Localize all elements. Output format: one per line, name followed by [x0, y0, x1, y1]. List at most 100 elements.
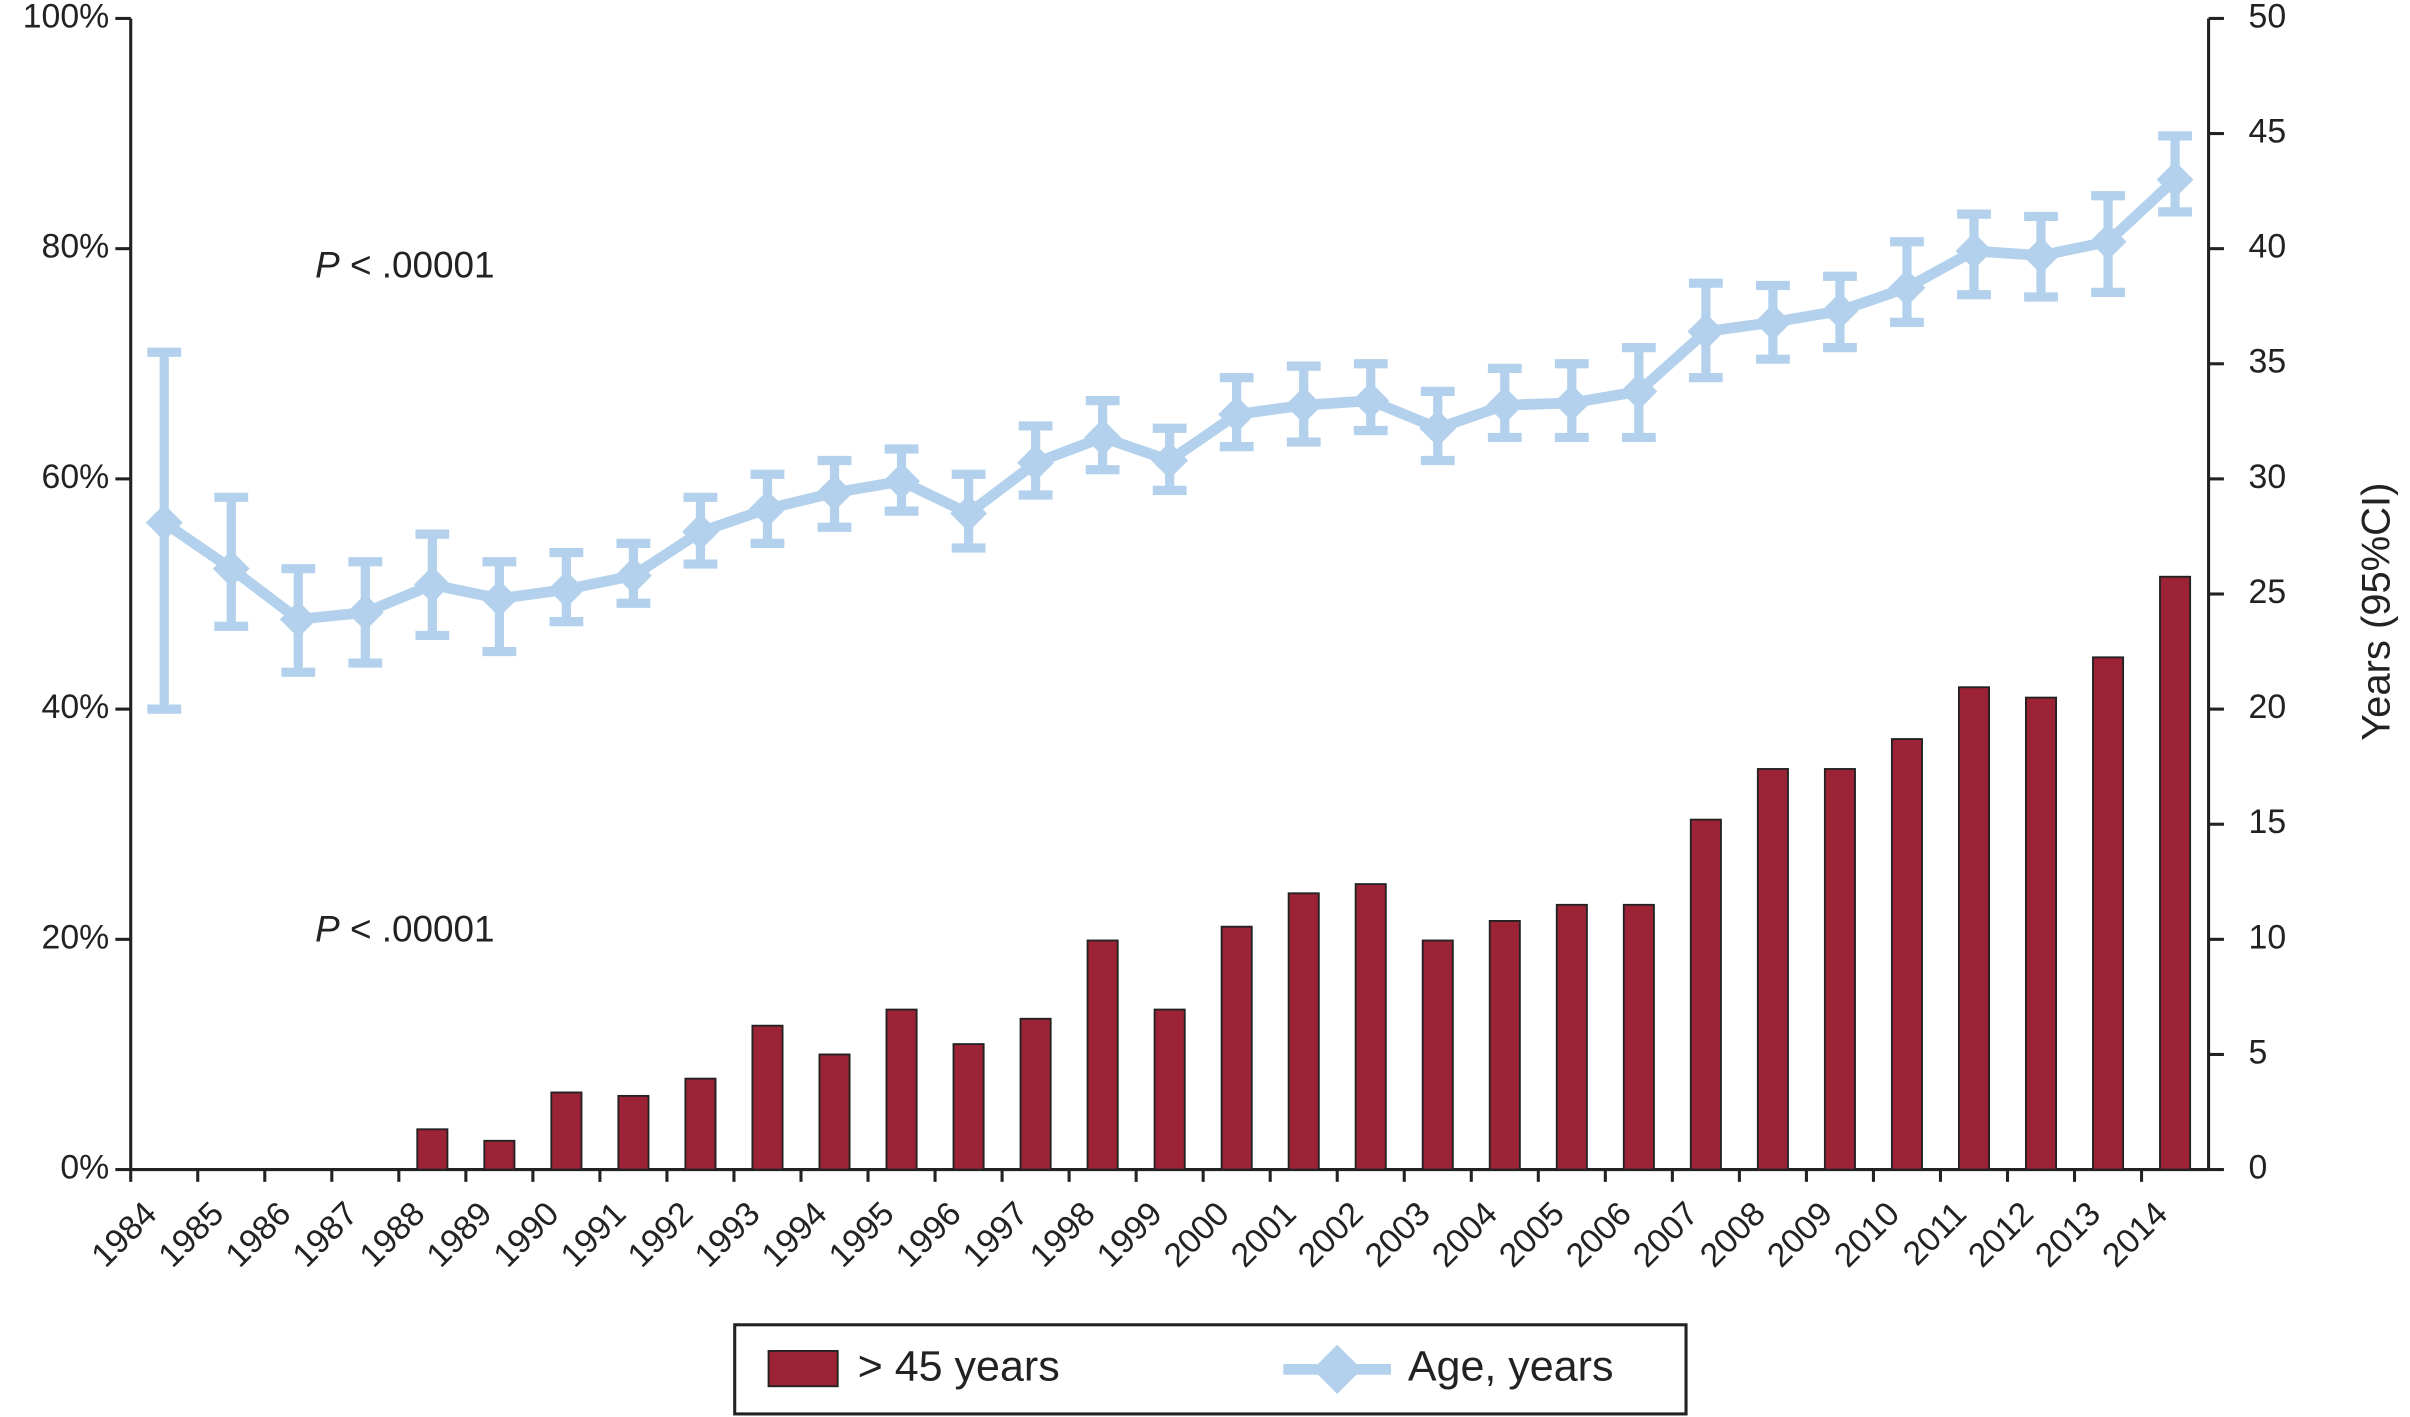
- x-tick-label: 1985: [151, 1195, 231, 1275]
- x-tick-label: 2004: [1425, 1195, 1505, 1275]
- marker: [2156, 161, 2194, 199]
- bar: [751, 1024, 784, 1171]
- x-tick-label: 1997: [956, 1195, 1036, 1275]
- y2-tick-label: 15: [2249, 803, 2287, 841]
- marker: [816, 474, 853, 512]
- bar: [952, 1043, 985, 1171]
- bar: [1354, 883, 1387, 1171]
- marker: [1955, 232, 1993, 270]
- marker: [1821, 292, 1859, 330]
- marker: [1285, 386, 1323, 424]
- marker: [1352, 382, 1390, 420]
- x-tick-label: 1989: [419, 1195, 499, 1275]
- y2-tick-label: 30: [2249, 458, 2287, 496]
- bar: [1220, 925, 1253, 1171]
- x-tick-label: 2005: [1492, 1195, 1572, 1275]
- y2-tick-label: 20: [2249, 688, 2287, 726]
- marker: [413, 566, 451, 604]
- x-tick-label: 1996: [889, 1195, 969, 1275]
- x-tick-label: 1994: [754, 1195, 834, 1275]
- bar: [617, 1094, 650, 1171]
- x-tick-label: 2001: [1224, 1195, 1304, 1275]
- bar: [2159, 575, 2192, 1171]
- x-tick-label: 2013: [2028, 1195, 2108, 1275]
- annotation-symbol: P: [315, 908, 340, 949]
- bar: [684, 1077, 717, 1171]
- y-tick-label: 0%: [60, 1149, 109, 1187]
- legend-swatch: [767, 1349, 839, 1388]
- bar: [1689, 818, 1722, 1171]
- bar: [1890, 738, 1923, 1171]
- marker: [480, 580, 518, 618]
- y2-tick-label: 50: [2249, 0, 2287, 35]
- annotation-text: < .00001: [340, 908, 495, 949]
- marker: [1419, 409, 1457, 447]
- y2-tick-label: 35: [2249, 343, 2287, 381]
- x-tick-label: 1986: [218, 1195, 298, 1275]
- annotation: P < .00001: [315, 908, 494, 949]
- legend-box: [733, 1323, 1688, 1416]
- x-tick-label: 1999: [1090, 1195, 1170, 1275]
- y-tick-label: 20%: [42, 918, 110, 956]
- bar: [416, 1128, 449, 1171]
- bar: [1823, 768, 1856, 1171]
- x-tick-label: 1984: [84, 1195, 164, 1275]
- x-tick-label: 1990: [486, 1195, 566, 1275]
- x-tick-label: 2012: [1961, 1195, 2041, 1275]
- legend-swatch: [1312, 1344, 1362, 1394]
- marker: [1017, 444, 1055, 482]
- marker: [1486, 386, 1524, 424]
- x-tick-label: 2003: [1358, 1195, 1438, 1275]
- bar: [1555, 903, 1588, 1171]
- marker: [1151, 442, 1189, 479]
- bar: [2025, 696, 2058, 1171]
- bar: [2092, 656, 2125, 1171]
- marker: [1687, 313, 1725, 350]
- x-tick-label: 2002: [1291, 1195, 1371, 1275]
- x-tick-label: 1993: [687, 1195, 767, 1275]
- y-tick-label: 100%: [23, 0, 109, 35]
- annotation: P < .00001: [315, 244, 494, 285]
- y2-tick-label: 10: [2249, 918, 2287, 956]
- legend-label: Age, years: [1408, 1343, 1614, 1391]
- marker: [1553, 384, 1591, 422]
- bar: [885, 1008, 918, 1171]
- bar: [818, 1053, 851, 1171]
- bar: [1957, 686, 1990, 1171]
- y-tick-label: 60%: [42, 458, 110, 496]
- x-tick-label: 2007: [1626, 1195, 1706, 1275]
- bar: [1421, 939, 1454, 1171]
- marker: [1620, 372, 1658, 410]
- x-tick-label: 2010: [1827, 1195, 1907, 1275]
- bar: [1756, 768, 1789, 1171]
- bar: [550, 1091, 583, 1171]
- y2-tick-label: 25: [2249, 573, 2287, 611]
- marker: [1218, 395, 1256, 433]
- x-tick-label: 1992: [620, 1195, 700, 1275]
- marker: [749, 490, 786, 528]
- y-tick-label: 80%: [42, 228, 110, 266]
- y2-tick-label: 0: [2249, 1149, 2268, 1187]
- x-tick-label: 1998: [1023, 1195, 1103, 1275]
- legend-label: > 45 years: [858, 1343, 1060, 1391]
- bar: [1622, 903, 1655, 1171]
- marker: [547, 570, 585, 608]
- x-tick-label: 1991: [553, 1195, 633, 1275]
- bar: [1488, 919, 1521, 1171]
- marker: [950, 494, 988, 532]
- y-tick-label: 40%: [42, 688, 110, 726]
- bar: [1287, 892, 1320, 1171]
- marker: [1084, 419, 1122, 456]
- y2-tick-label: 5: [2249, 1033, 2268, 1071]
- marker: [2022, 237, 2060, 275]
- marker: [1754, 303, 1792, 341]
- marker: [346, 593, 384, 631]
- x-tick-label: 2009: [1760, 1195, 1840, 1275]
- bar: [483, 1139, 516, 1171]
- x-tick-label: 2006: [1559, 1195, 1639, 1275]
- annotation-symbol: P: [315, 244, 340, 285]
- y2-axis-title: Years (95%CI): [2355, 483, 2399, 741]
- bar: [1019, 1017, 1052, 1171]
